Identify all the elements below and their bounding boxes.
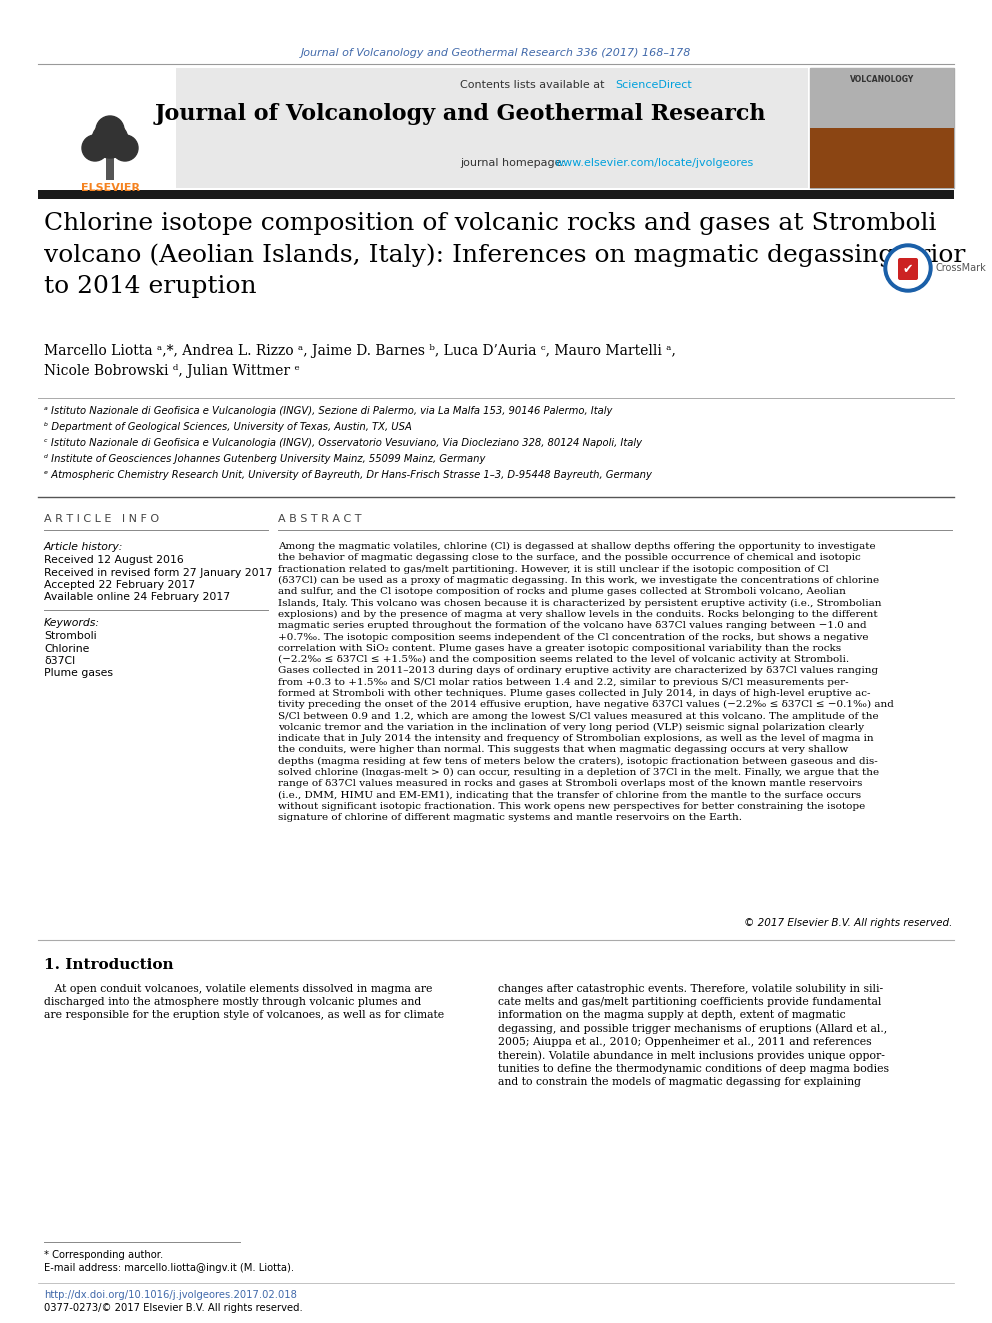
Text: © 2017 Elsevier B.V. All rights reserved.: © 2017 Elsevier B.V. All rights reserved… xyxy=(744,918,952,927)
Text: Marcello Liotta ᵃ,*, Andrea L. Rizzo ᵃ, Jaime D. Barnes ᵇ, Luca D’Auria ᶜ, Mauro: Marcello Liotta ᵃ,*, Andrea L. Rizzo ᵃ, … xyxy=(44,344,676,377)
Text: Chlorine isotope composition of volcanic rocks and gases at Stromboli
volcano (A: Chlorine isotope composition of volcanic… xyxy=(44,212,965,298)
Text: At open conduit volcanoes, volatile elements dissolved in magma are
discharged i: At open conduit volcanoes, volatile elem… xyxy=(44,984,444,1020)
Text: Keywords:: Keywords: xyxy=(44,618,100,628)
Text: ᵉ Atmospheric Chemistry Research Unit, University of Bayreuth, Dr Hans-Frisch St: ᵉ Atmospheric Chemistry Research Unit, U… xyxy=(44,470,652,480)
Text: ᵈ Institute of Geosciences Johannes Gutenberg University Mainz, 55099 Mainz, Ger: ᵈ Institute of Geosciences Johannes Gute… xyxy=(44,454,485,464)
Circle shape xyxy=(96,116,124,144)
Circle shape xyxy=(82,135,108,161)
FancyBboxPatch shape xyxy=(810,67,954,188)
Text: Accepted 22 February 2017: Accepted 22 February 2017 xyxy=(44,579,195,590)
FancyBboxPatch shape xyxy=(38,191,954,198)
Text: ✔: ✔ xyxy=(903,263,914,277)
Text: Journal of Volcanology and Geothermal Research 336 (2017) 168–178: Journal of Volcanology and Geothermal Re… xyxy=(301,48,691,58)
Text: E-mail address: marcello.liotta@ingv.it (M. Liotta).: E-mail address: marcello.liotta@ingv.it … xyxy=(44,1263,294,1273)
Text: Article history:: Article history: xyxy=(44,542,123,552)
Text: Received 12 August 2016: Received 12 August 2016 xyxy=(44,556,184,565)
Text: Received in revised form 27 January 2017: Received in revised form 27 January 2017 xyxy=(44,568,273,578)
FancyBboxPatch shape xyxy=(810,128,954,188)
Text: A B S T R A C T: A B S T R A C T xyxy=(278,515,361,524)
Text: VOLCANOLOGY: VOLCANOLOGY xyxy=(850,75,914,83)
Text: ᶜ Istituto Nazionale di Geofisica e Vulcanologia (INGV), Osservatorio Vesuviano,: ᶜ Istituto Nazionale di Geofisica e Vulc… xyxy=(44,438,642,448)
Text: A R T I C L E   I N F O: A R T I C L E I N F O xyxy=(44,515,159,524)
Text: * Corresponding author.: * Corresponding author. xyxy=(44,1250,164,1259)
Text: CrossMark: CrossMark xyxy=(935,263,986,273)
FancyBboxPatch shape xyxy=(106,155,114,180)
Text: Contents lists available at: Contents lists available at xyxy=(460,79,608,90)
Text: ᵇ Department of Geological Sciences, University of Texas, Austin, TX, USA: ᵇ Department of Geological Sciences, Uni… xyxy=(44,422,412,433)
FancyBboxPatch shape xyxy=(38,67,808,188)
Text: ᵃ Istituto Nazionale di Geofisica e Vulcanologia (INGV), Sezione di Palermo, via: ᵃ Istituto Nazionale di Geofisica e Vulc… xyxy=(44,406,612,415)
Text: 0377-0273/© 2017 Elsevier B.V. All rights reserved.: 0377-0273/© 2017 Elsevier B.V. All right… xyxy=(44,1303,303,1312)
Text: journal homepage:: journal homepage: xyxy=(460,157,568,168)
Text: 1. Introduction: 1. Introduction xyxy=(44,958,174,972)
Circle shape xyxy=(92,122,128,157)
Text: Available online 24 February 2017: Available online 24 February 2017 xyxy=(44,593,230,602)
Text: Chlorine: Chlorine xyxy=(44,643,89,654)
FancyBboxPatch shape xyxy=(810,67,954,128)
Text: Plume gases: Plume gases xyxy=(44,668,113,679)
FancyBboxPatch shape xyxy=(38,67,176,188)
Text: www.elsevier.com/locate/jvolgeores: www.elsevier.com/locate/jvolgeores xyxy=(555,157,754,168)
Text: Among the magmatic volatiles, chlorine (Cl) is degassed at shallow depths offeri: Among the magmatic volatiles, chlorine (… xyxy=(278,542,894,823)
Text: ScienceDirect: ScienceDirect xyxy=(615,79,691,90)
Circle shape xyxy=(888,247,928,288)
Text: changes after catastrophic events. Therefore, volatile solubility in sili-
cate : changes after catastrophic events. There… xyxy=(498,984,889,1086)
Text: ELSEVIER: ELSEVIER xyxy=(80,183,140,193)
Circle shape xyxy=(884,243,932,292)
Text: δ37Cl: δ37Cl xyxy=(44,656,75,665)
Circle shape xyxy=(112,135,138,161)
FancyBboxPatch shape xyxy=(898,258,918,280)
Text: Stromboli: Stromboli xyxy=(44,631,96,642)
Text: Journal of Volcanology and Geothermal Research: Journal of Volcanology and Geothermal Re… xyxy=(154,103,766,124)
Text: http://dx.doi.org/10.1016/j.jvolgeores.2017.02.018: http://dx.doi.org/10.1016/j.jvolgeores.2… xyxy=(44,1290,297,1301)
